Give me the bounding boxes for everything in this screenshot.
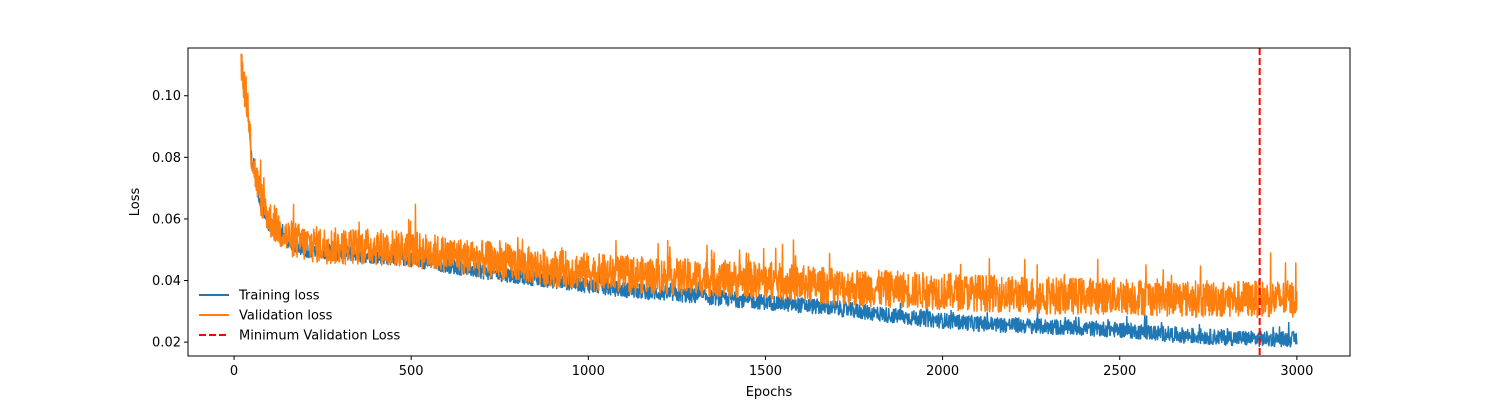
x-tick-label: 1500: [749, 364, 782, 379]
x-axis: 0 500 1000 1500 2000 2500 3000: [230, 356, 1313, 379]
y-axis: 0.02 0.04 0.06 0.08 0.10: [152, 89, 188, 351]
plot-frame: [187, 47, 1351, 357]
x-tick-label: 500: [399, 364, 424, 379]
x-tick-label: 0: [230, 364, 238, 379]
y-tick-label: 0.04: [152, 274, 181, 289]
legend: Training loss Validation loss Minimum Vali…: [199, 289, 400, 344]
y-tick-label: 0.10: [152, 89, 181, 104]
y-axis-title: Loss: [128, 188, 143, 217]
legend-label-training-loss: Training loss: [238, 289, 320, 304]
legend-label-validation-loss: Validation loss: [239, 309, 333, 324]
validation-loss-line: [240, 53, 1298, 319]
x-tick-label: 1000: [572, 364, 605, 379]
y-tick-label: 0.02: [152, 336, 181, 351]
legend-label-minimum-validation-loss: Minimum Validation Loss: [239, 329, 400, 344]
x-tick-label: 3000: [1280, 364, 1313, 379]
y-tick-label: 0.08: [152, 151, 181, 166]
x-tick-label: 2500: [1103, 364, 1136, 379]
x-axis-title: Epochs: [746, 385, 793, 400]
series-layer: [240, 48, 1298, 356]
y-tick-label: 0.06: [152, 212, 181, 227]
x-tick-label: 2000: [926, 364, 959, 379]
